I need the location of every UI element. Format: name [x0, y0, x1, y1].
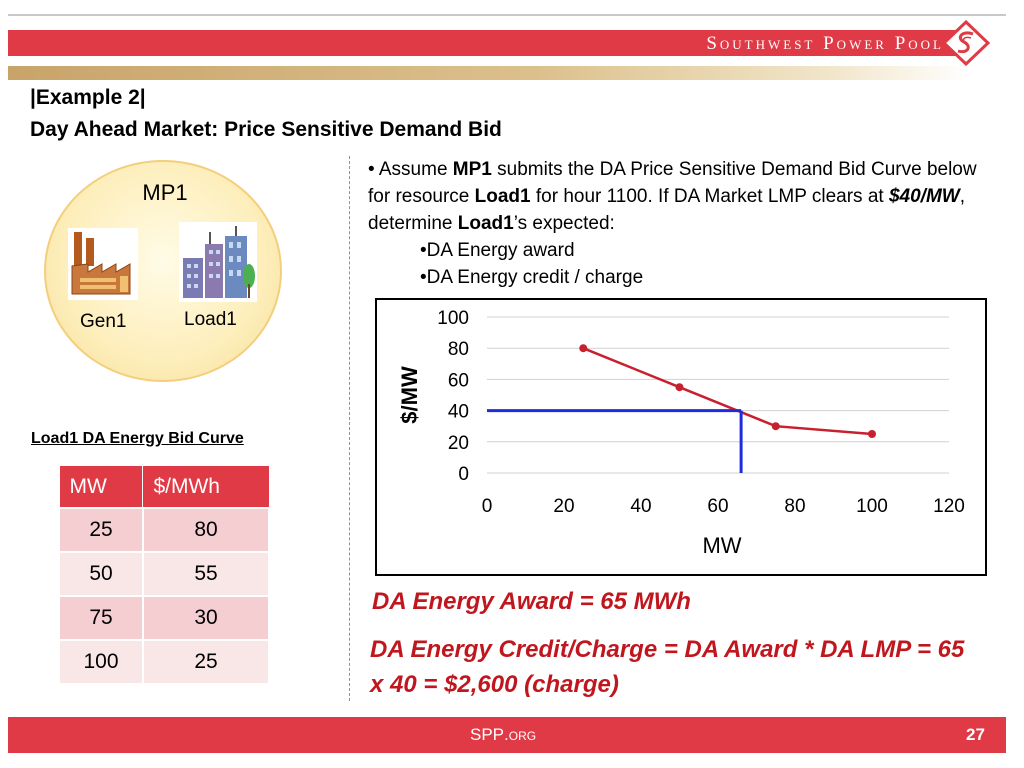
- table-header-row: MW $/MWh: [58, 465, 270, 509]
- sub-bullet-award: •DA Energy award: [420, 240, 575, 261]
- mp1-label: MP1: [142, 180, 188, 205]
- footer-band: [8, 717, 1006, 753]
- x-tick-label: 40: [630, 496, 651, 517]
- assume-mid2: for hour 1100. If DA Market LMP clears a…: [530, 186, 889, 207]
- cell-price: 55: [141, 551, 271, 597]
- table-row: 100 25: [58, 639, 271, 685]
- assume-pre: • Assume: [368, 159, 453, 180]
- y-tick-label: 100: [437, 308, 469, 329]
- assume-mid3: , determine: [368, 186, 965, 234]
- data-point: [579, 344, 588, 353]
- slide-title: Day Ahead Market: Price Sensitive Demand…: [30, 118, 502, 141]
- cell-mw: 50: [58, 551, 144, 597]
- x-tick-label: 20: [553, 496, 574, 517]
- assume-mid: submits the DA Price Sensitive Demand Bi…: [368, 159, 977, 207]
- city-buildings-icon: [179, 222, 257, 302]
- spp-logo-icon: [941, 20, 991, 66]
- y-tick-label: 40: [448, 402, 469, 423]
- page-number: 27: [966, 725, 985, 744]
- assume-load1b: Load1: [457, 213, 514, 234]
- x-axis-label: MW: [702, 533, 741, 558]
- load1-label: Load1: [184, 309, 237, 330]
- x-tick-label: 0: [482, 496, 493, 517]
- y-axis-label: $/MW: [397, 366, 422, 424]
- assume-end: ’s expected:: [513, 213, 615, 234]
- x-tick-label: 60: [707, 496, 728, 517]
- vertical-divider: [349, 156, 350, 701]
- gen1-label: Gen1: [80, 311, 127, 332]
- table-row: 50 55: [58, 551, 271, 597]
- assumption-text: • Assume MP1 submits the DA Price Sensit…: [368, 156, 998, 291]
- footer-site-main: SPP: [470, 725, 505, 744]
- gold-accent-bar: [8, 66, 970, 80]
- table-row: 25 80: [58, 507, 271, 553]
- header-mw: MW: [58, 465, 144, 509]
- footer-site-suffix: .org: [504, 725, 537, 744]
- data-point: [868, 430, 876, 438]
- y-tick-label: 20: [448, 433, 469, 454]
- assumption-bullet: • Assume MP1 submits the DA Price Sensit…: [368, 156, 998, 237]
- footer-site: SPP.org: [470, 725, 536, 745]
- answer-award: DA Energy Award = 65 MWh: [372, 588, 691, 615]
- chart-frame: [375, 298, 987, 576]
- cell-price: 25: [141, 639, 271, 685]
- x-tick-label: 80: [784, 496, 805, 517]
- assume-mp1: MP1: [452, 159, 492, 180]
- cell-mw: 100: [58, 639, 144, 685]
- cell-mw: 75: [58, 595, 144, 641]
- brand-name: Southwest Power Pool: [706, 33, 944, 54]
- table-title: Load1 DA Energy Bid Curve: [31, 430, 244, 447]
- series-line: [582, 347, 873, 436]
- demand-bid-chart: 0 20 40 60 80 100 0 20 40 60 80 100 120 MW $/MW: [397, 308, 965, 558]
- data-point: [771, 422, 780, 431]
- top-rule: [8, 14, 1006, 16]
- y-tick-label: 60: [448, 370, 469, 391]
- cell-price: 30: [141, 595, 271, 641]
- cell-mw: 25: [58, 507, 144, 553]
- header-band: [8, 30, 970, 56]
- header-price: $/MWh: [142, 465, 270, 509]
- y-tick-label: 80: [448, 339, 469, 360]
- answer-credit: DA Energy Credit/Charge = DA Award * DA …: [370, 636, 965, 698]
- table-row: 75 30: [58, 595, 271, 641]
- assume-load1: Load1: [474, 186, 531, 207]
- slide-title-example: |Example 2|: [30, 86, 146, 109]
- data-point: [675, 383, 684, 392]
- x-tick-label: 120: [933, 496, 965, 517]
- y-tick-label: 0: [458, 464, 469, 485]
- cell-price: 80: [141, 507, 271, 553]
- sub-bullet-credit: •DA Energy credit / charge: [420, 267, 644, 288]
- x-tick-label: 100: [856, 496, 888, 517]
- bid-curve-table: MW $/MWh 25 80 50 55 75 30 100 25: [58, 465, 271, 685]
- factory-icon: [68, 228, 138, 300]
- assume-lmp: $40/MW: [888, 186, 960, 207]
